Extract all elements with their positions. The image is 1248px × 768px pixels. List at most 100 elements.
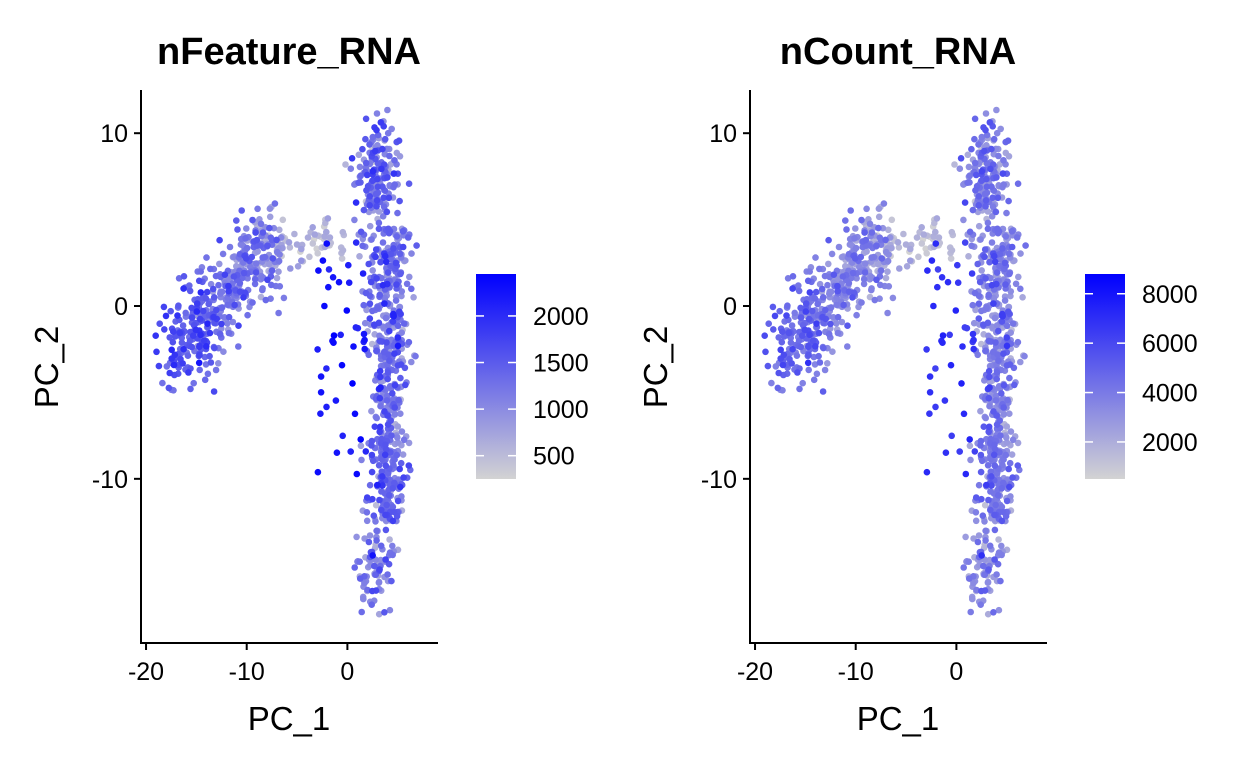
cell-point — [1000, 157, 1007, 164]
cell-point — [969, 595, 976, 603]
y-axis-label: PC_2 — [637, 326, 674, 409]
cell-point — [386, 606, 394, 614]
cell-point — [394, 434, 401, 441]
cell-point — [355, 151, 363, 159]
cell-point — [956, 165, 964, 172]
cell-point — [380, 203, 388, 210]
cell-point — [985, 423, 993, 431]
cell-point — [376, 496, 383, 504]
cell-point — [805, 351, 812, 359]
cell-point — [398, 288, 406, 295]
cell-point — [804, 359, 812, 367]
cell-point — [399, 451, 407, 458]
cell-point — [805, 343, 812, 351]
cell-point — [215, 281, 222, 289]
cell-point — [366, 141, 373, 148]
cell-point — [369, 587, 376, 595]
cell-point — [882, 274, 890, 282]
cell-point — [361, 336, 368, 344]
legend-label: 1000 — [533, 396, 589, 424]
cell-point — [323, 240, 331, 247]
cell-point — [1007, 329, 1014, 337]
cell-point — [345, 261, 352, 269]
cell-point — [985, 496, 992, 504]
cell-point — [349, 380, 356, 387]
cell-point — [249, 299, 256, 306]
cell-point — [838, 318, 846, 326]
cell-point — [388, 432, 395, 439]
cell-point — [784, 302, 791, 310]
cell-point — [990, 451, 998, 459]
cell-point — [812, 254, 819, 261]
cell-point — [384, 129, 392, 137]
cell-point — [1014, 180, 1022, 187]
cell-point — [180, 345, 187, 353]
cell-point — [998, 485, 1005, 492]
cell-point — [966, 172, 973, 179]
cell-point — [847, 207, 854, 214]
cell-point — [982, 527, 989, 535]
cell-point — [382, 446, 390, 453]
cell-point — [998, 517, 1006, 525]
cell-point — [275, 309, 282, 317]
cell-point — [389, 517, 397, 525]
cell-point — [306, 253, 313, 261]
cell-point — [978, 133, 986, 141]
cell-point — [375, 579, 383, 586]
cell-point — [351, 216, 358, 224]
cell-point — [242, 235, 249, 242]
cell-point — [363, 509, 371, 516]
cell-point — [348, 155, 356, 162]
cell-point — [924, 267, 931, 274]
cell-point — [361, 319, 369, 327]
cell-point — [972, 494, 980, 501]
cell-point — [797, 304, 804, 312]
cell-point — [884, 309, 891, 317]
cell-point — [220, 348, 227, 356]
cell-point — [286, 244, 294, 251]
cell-point — [385, 351, 393, 359]
cell-point — [385, 194, 393, 202]
cell-point — [398, 329, 406, 337]
cell-point — [939, 339, 946, 347]
cell-point — [809, 307, 816, 315]
cell-point — [907, 245, 914, 253]
cell-point — [392, 297, 400, 304]
cell-point — [999, 313, 1006, 320]
cell-point — [990, 300, 997, 307]
cell-point — [188, 314, 196, 321]
cell-point — [1014, 439, 1022, 447]
cell-point — [884, 257, 892, 265]
cell-point — [388, 577, 395, 585]
cell-point — [797, 314, 805, 321]
cell-point — [994, 225, 1001, 233]
cell-point — [309, 224, 317, 231]
cell-point — [280, 294, 288, 302]
cell-point — [375, 462, 383, 469]
cell-point — [379, 482, 386, 489]
cell-point — [339, 247, 347, 254]
cell-point — [202, 295, 210, 302]
cell-point — [384, 421, 392, 428]
cell-point — [990, 294, 998, 302]
cell-point — [811, 295, 819, 302]
cell-point — [383, 397, 391, 404]
cell-point — [991, 526, 999, 534]
cell-point — [368, 407, 375, 415]
cell-point — [977, 601, 984, 608]
cell-point — [268, 236, 276, 244]
cell-point — [861, 229, 868, 236]
cell-point — [913, 234, 921, 241]
cell-point — [400, 320, 408, 327]
cell-point — [257, 293, 265, 301]
cell-point — [236, 279, 243, 287]
cell-point — [1003, 423, 1011, 430]
cell-point — [875, 224, 882, 232]
cell-point — [974, 260, 981, 268]
cell-point — [377, 119, 385, 126]
cell-point — [352, 239, 360, 246]
cell-point — [1014, 338, 1022, 346]
cell-point — [849, 294, 856, 301]
cell-point — [352, 199, 360, 206]
cell-point — [337, 331, 345, 339]
